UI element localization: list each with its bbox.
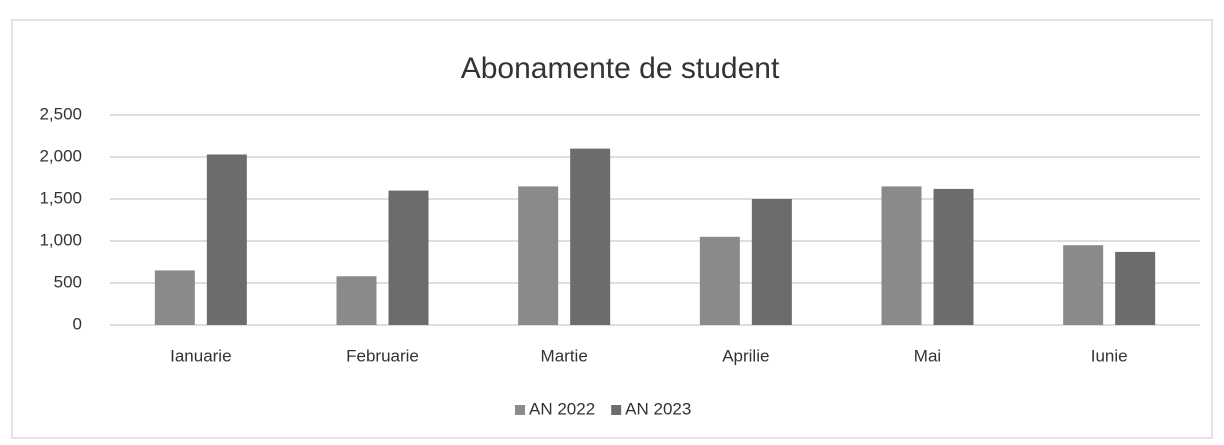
- legend-swatch: [515, 405, 525, 415]
- bar: [570, 148, 611, 325]
- bar: [206, 154, 247, 325]
- x-tick-label: Aprilie: [722, 346, 769, 365]
- bar: [751, 199, 792, 325]
- legend-label: AN 2022: [529, 399, 595, 418]
- bar: [518, 186, 559, 325]
- x-tick-label: Mai: [914, 346, 941, 365]
- chart-title: Abonamente de student: [461, 52, 780, 85]
- bar: [881, 186, 922, 325]
- y-tick-label: 1,500: [39, 188, 82, 207]
- bar: [1115, 251, 1156, 325]
- bar: [933, 188, 974, 325]
- legend-swatch: [611, 405, 622, 415]
- bar: [336, 276, 377, 325]
- x-tick-label: Februarie: [346, 346, 419, 365]
- legend-label: AN 2023: [625, 399, 691, 418]
- bar: [1063, 245, 1104, 325]
- y-tick-label: 0: [73, 314, 82, 333]
- bar: [388, 190, 429, 325]
- y-tick-label: 2,500: [39, 104, 82, 123]
- y-tick-label: 500: [54, 272, 82, 291]
- x-tick-label: Ianuarie: [170, 346, 231, 365]
- bar: [699, 236, 740, 325]
- x-tick-label: Iunie: [1091, 346, 1128, 365]
- x-tick-label: Martie: [541, 346, 588, 365]
- y-tick-label: 2,000: [39, 146, 82, 165]
- y-tick-label: 1,000: [39, 230, 82, 249]
- bar: [154, 270, 195, 325]
